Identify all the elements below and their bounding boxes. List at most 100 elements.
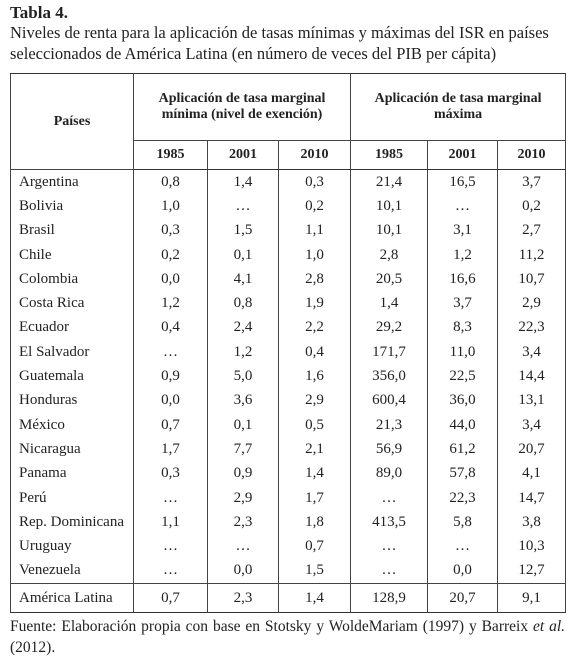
value-cell: 8,3 — [427, 315, 499, 341]
value-cell: 16,5 — [427, 169, 499, 195]
group-header-line: Aplicación de tasa marginal — [374, 91, 542, 106]
value-cell: 21,4 — [350, 169, 429, 195]
country-cell: Uruguay — [10, 534, 134, 559]
table-row: Guatemala 0,9 5,0 1,6 356,0 22,5 14,4 — [10, 364, 567, 389]
value-cell: 22,3 — [427, 485, 499, 511]
value-cell: 2,8 — [350, 242, 429, 268]
value-cell: 0,2 — [277, 194, 352, 219]
table-row: Venezuela… 0,0 1,5… 0,0 12,7 — [10, 558, 567, 584]
country-cell: Perú — [10, 485, 134, 511]
value-cell: … — [133, 534, 208, 559]
value-cell: 1,4 — [207, 169, 279, 195]
value-cell: 1,2 — [207, 340, 279, 365]
value-cell: 3,7 — [497, 169, 567, 195]
value-cell: 0,8 — [207, 291, 279, 316]
value-cell: … — [427, 194, 499, 219]
country-cell: Chile — [10, 242, 134, 268]
value-cell: 22,5 — [427, 364, 499, 389]
value-cell: 0,0 — [133, 267, 208, 292]
value-cell: 2,4 — [207, 315, 279, 341]
value-cell: 12,7 — [497, 558, 567, 584]
year-header: 1985 — [133, 140, 208, 170]
value-cell: … — [207, 534, 279, 559]
value-cell: 0,2 — [497, 194, 567, 219]
value-cell: 0,0 — [427, 558, 499, 584]
value-cell: 14,7 — [497, 485, 567, 511]
table-row: Panama 0,3 0,9 1,4 89,0 57,8 4,1 — [10, 461, 567, 486]
value-cell: 44,0 — [427, 412, 499, 438]
value-cell: 13,1 — [497, 388, 567, 413]
table-row: Honduras 0,0 3,6 2,9 600,4 36,0 13,1 — [10, 388, 567, 413]
value-cell: 10,7 — [497, 267, 567, 292]
table-row: El Salvador… 1,2 0,4 171,7 11,0 3,4 — [10, 340, 567, 365]
value-cell: 2,1 — [277, 437, 352, 462]
value-cell: 2,2 — [277, 315, 352, 341]
value-cell: 1,0 — [133, 194, 208, 219]
value-cell: 356,0 — [350, 364, 429, 389]
value-cell: … — [350, 558, 429, 584]
value-cell: 3,7 — [427, 291, 499, 316]
table-row: Perú… 2,9 1,7… 22,3 14,7 — [10, 485, 567, 511]
value-cell: 0,1 — [207, 412, 279, 438]
country-cell: Rep. Dominicana — [10, 510, 134, 535]
value-cell: 1,1 — [277, 218, 352, 243]
value-cell: 1,5 — [207, 218, 279, 243]
value-cell: 89,0 — [350, 461, 429, 486]
value-cell: 2,3 — [207, 510, 279, 535]
country-cell: Nicaragua — [10, 437, 134, 462]
value-cell: 2,9 — [497, 291, 567, 316]
value-cell: 1,4 — [277, 461, 352, 486]
year-header: 2001 — [207, 140, 279, 170]
value-cell: 22,3 — [497, 315, 567, 341]
value-cell: 1,6 — [277, 364, 352, 389]
country-cell: Bolivia — [10, 194, 134, 219]
value-cell: 600,4 — [350, 388, 429, 413]
subtitle-line: seleccionados de América Latina (en núme… — [10, 44, 497, 63]
value-cell: 57,8 — [427, 461, 499, 486]
value-cell: 1,4 — [277, 583, 352, 614]
value-cell: … — [133, 340, 208, 365]
value-cell: 128,9 — [350, 583, 429, 614]
value-cell: 0,4 — [277, 340, 352, 365]
value-cell: 1,2 — [427, 242, 499, 268]
value-cell: 20,7 — [497, 437, 567, 462]
value-cell: 5,8 — [427, 510, 499, 535]
table-title: Tabla 4. — [10, 3, 68, 22]
value-cell: 1,9 — [277, 291, 352, 316]
value-cell: 16,6 — [427, 267, 499, 292]
value-cell: 20,7 — [427, 583, 499, 614]
value-cell: 21,3 — [350, 412, 429, 438]
country-cell: Argentina — [10, 169, 134, 195]
country-cell: México — [10, 412, 134, 438]
table-row: Argentina 0,8 1,4 0,3 21,4 16,5 3,7 — [10, 169, 567, 195]
value-cell: … — [207, 194, 279, 219]
value-cell: 0,4 — [133, 315, 208, 341]
group-header: Aplicación de tasa marginal máxima — [350, 73, 567, 141]
value-cell: 11,0 — [427, 340, 499, 365]
value-cell: 0,9 — [207, 461, 279, 486]
value-cell: 1,8 — [277, 510, 352, 535]
value-cell: 10,1 — [350, 194, 429, 219]
table-row: América Latina 0,7 2,3 1,4 128,9 20,7 9,1 — [10, 583, 567, 614]
value-cell: 0,9 — [133, 364, 208, 389]
country-cell: América Latina — [10, 583, 134, 614]
value-cell: 1,2 — [133, 291, 208, 316]
country-cell: Brasil — [10, 218, 134, 243]
country-cell: El Salvador — [10, 340, 134, 365]
group-header-line: Aplicación de tasa marginal — [158, 91, 326, 106]
value-cell: 3,4 — [497, 412, 567, 438]
value-cell: 61,2 — [427, 437, 499, 462]
year-header: 2010 — [497, 140, 567, 170]
country-cell: Guatemala — [10, 364, 134, 389]
value-cell: 7,7 — [207, 437, 279, 462]
table-row: México 0,7 0,1 0,5 21,3 44,0 3,4 — [10, 412, 567, 438]
value-cell: 0,1 — [207, 242, 279, 268]
value-cell: 171,7 — [350, 340, 429, 365]
value-cell: 0,7 — [133, 412, 208, 438]
footnote-text: Fuente: Elaboración propia con base en S… — [10, 618, 529, 635]
value-cell: 0,3 — [133, 461, 208, 486]
value-cell: 14,4 — [497, 364, 567, 389]
footnote-end: (2012). — [10, 639, 56, 656]
table-row: Rep. Dominicana 1,1 2,3 1,8 413,5 5,8 3,8 — [10, 510, 567, 535]
